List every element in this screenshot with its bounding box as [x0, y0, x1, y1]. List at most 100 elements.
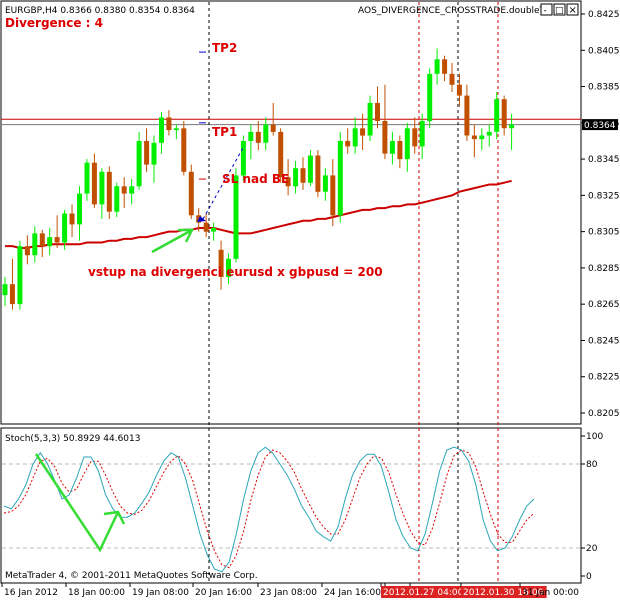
time-label: 24 Jan 16:00: [324, 588, 381, 598]
candle: [360, 113, 366, 151]
candle: [129, 179, 135, 205]
candle: [509, 113, 515, 151]
candle-body: [307, 155, 313, 183]
time-label: 2012.01.27 04:00: [383, 588, 464, 598]
candle: [166, 110, 172, 136]
price-tick-label: 0.8285: [588, 264, 620, 274]
candles: [2, 48, 515, 310]
candle-body: [464, 95, 470, 136]
candle-body: [419, 121, 425, 147]
time-label: 16 Jan 2012: [4, 588, 58, 598]
candle-body: [434, 59, 440, 74]
indicator-name: AOS_DIVERGENCE_CROSSTRADE.doubleTP: [358, 6, 551, 16]
candle-body: [129, 186, 135, 194]
time-label: 31 Jan 00:00: [522, 588, 579, 598]
stoch-tick-label: 0: [586, 572, 592, 582]
candle-body: [404, 128, 410, 160]
candle: [337, 131, 343, 223]
candle: [114, 182, 120, 218]
candle: [345, 128, 351, 154]
candle: [240, 135, 246, 181]
current-price-badge: [582, 119, 618, 131]
candle-body: [203, 222, 209, 232]
candle: [427, 68, 433, 129]
stoch-axis: 100 80 20 0: [581, 432, 603, 582]
minimize-icon: -: [544, 6, 547, 16]
candle-body: [77, 193, 82, 225]
candle-body: [263, 124, 269, 143]
price-tick-label: 0.8385: [588, 83, 620, 93]
price-tick-label: 0.8305: [588, 228, 620, 238]
stoch-tick-label: 100: [586, 432, 603, 442]
entry-arrow-shaft: [151, 228, 193, 254]
candle-body: [69, 213, 75, 225]
candle-body: [91, 162, 97, 205]
price-tick-label: 0.8245: [588, 337, 620, 347]
candle-body: [32, 233, 38, 256]
candle: [263, 117, 269, 151]
candle-body: [479, 135, 485, 140]
candle: [17, 240, 23, 310]
candle: [464, 84, 470, 141]
price-tick-label: 0.8325: [588, 191, 620, 201]
candle-body: [345, 141, 351, 147]
candle-body: [509, 124, 515, 129]
candle: [270, 102, 276, 136]
price-tick-label: 0.8405: [588, 46, 620, 56]
candle-body: [337, 141, 343, 216]
footer-copyright: MetaTrader 4, © 2001-2011 MetaQuotes Sof…: [5, 571, 258, 581]
candle-body: [9, 284, 15, 305]
candle: [315, 150, 321, 198]
candle-body: [54, 237, 60, 243]
candle-body: [270, 124, 276, 132]
divergence-label: Divergence : 4: [5, 16, 103, 30]
maximize-button[interactable]: [553, 3, 566, 16]
candle-body: [248, 131, 254, 141]
candle: [62, 209, 68, 250]
candle: [218, 240, 224, 290]
candle: [69, 204, 75, 238]
candle-body: [121, 186, 127, 194]
candle-body: [375, 102, 380, 121]
candle: [188, 164, 194, 219]
candle-body: [99, 171, 105, 205]
candle-body: [144, 141, 150, 165]
candle-body: [278, 131, 284, 178]
candle: [382, 84, 388, 160]
candle: [9, 258, 15, 310]
candle: [248, 124, 254, 160]
candle-body: [382, 121, 388, 154]
stoch-tick-label: 20: [586, 544, 598, 554]
candle-body: [17, 246, 23, 305]
candle: [419, 113, 425, 160]
window-buttons: - □ ×: [540, 3, 579, 16]
time-label-highlight: [461, 586, 547, 598]
candle: [442, 55, 448, 82]
time-axis: 16 Jan 2012 18 Jan 00:00 19 Jan 08:00 20 Ja…: [1, 583, 579, 598]
candle: [434, 48, 440, 85]
candle: [173, 124, 179, 140]
candle: [449, 62, 455, 92]
candle: [471, 124, 477, 158]
price-axis: 0.84250.84050.83850.83650.83450.83250.83…: [581, 10, 620, 419]
candle-body: [114, 186, 120, 212]
candle-body: [62, 213, 68, 243]
candle: [456, 73, 462, 107]
vertical-markers: [208, 2, 499, 583]
candle-body: [494, 99, 500, 132]
candle-body: [47, 237, 53, 247]
candle-body: [360, 128, 366, 136]
current-price-tag: 0.8364: [582, 119, 618, 131]
candle: [159, 111, 164, 154]
candle-body: [151, 142, 157, 165]
candle: [77, 186, 82, 241]
candle: [24, 235, 30, 265]
candle: [397, 135, 403, 169]
close-button[interactable]: [566, 3, 579, 16]
candle: [226, 253, 231, 285]
minimize-button[interactable]: [540, 3, 553, 16]
stoch-main-line: [3, 446, 535, 573]
candle: [278, 128, 284, 183]
maximize-icon: □: [555, 6, 564, 16]
stoch-level-lines: [2, 463, 580, 549]
